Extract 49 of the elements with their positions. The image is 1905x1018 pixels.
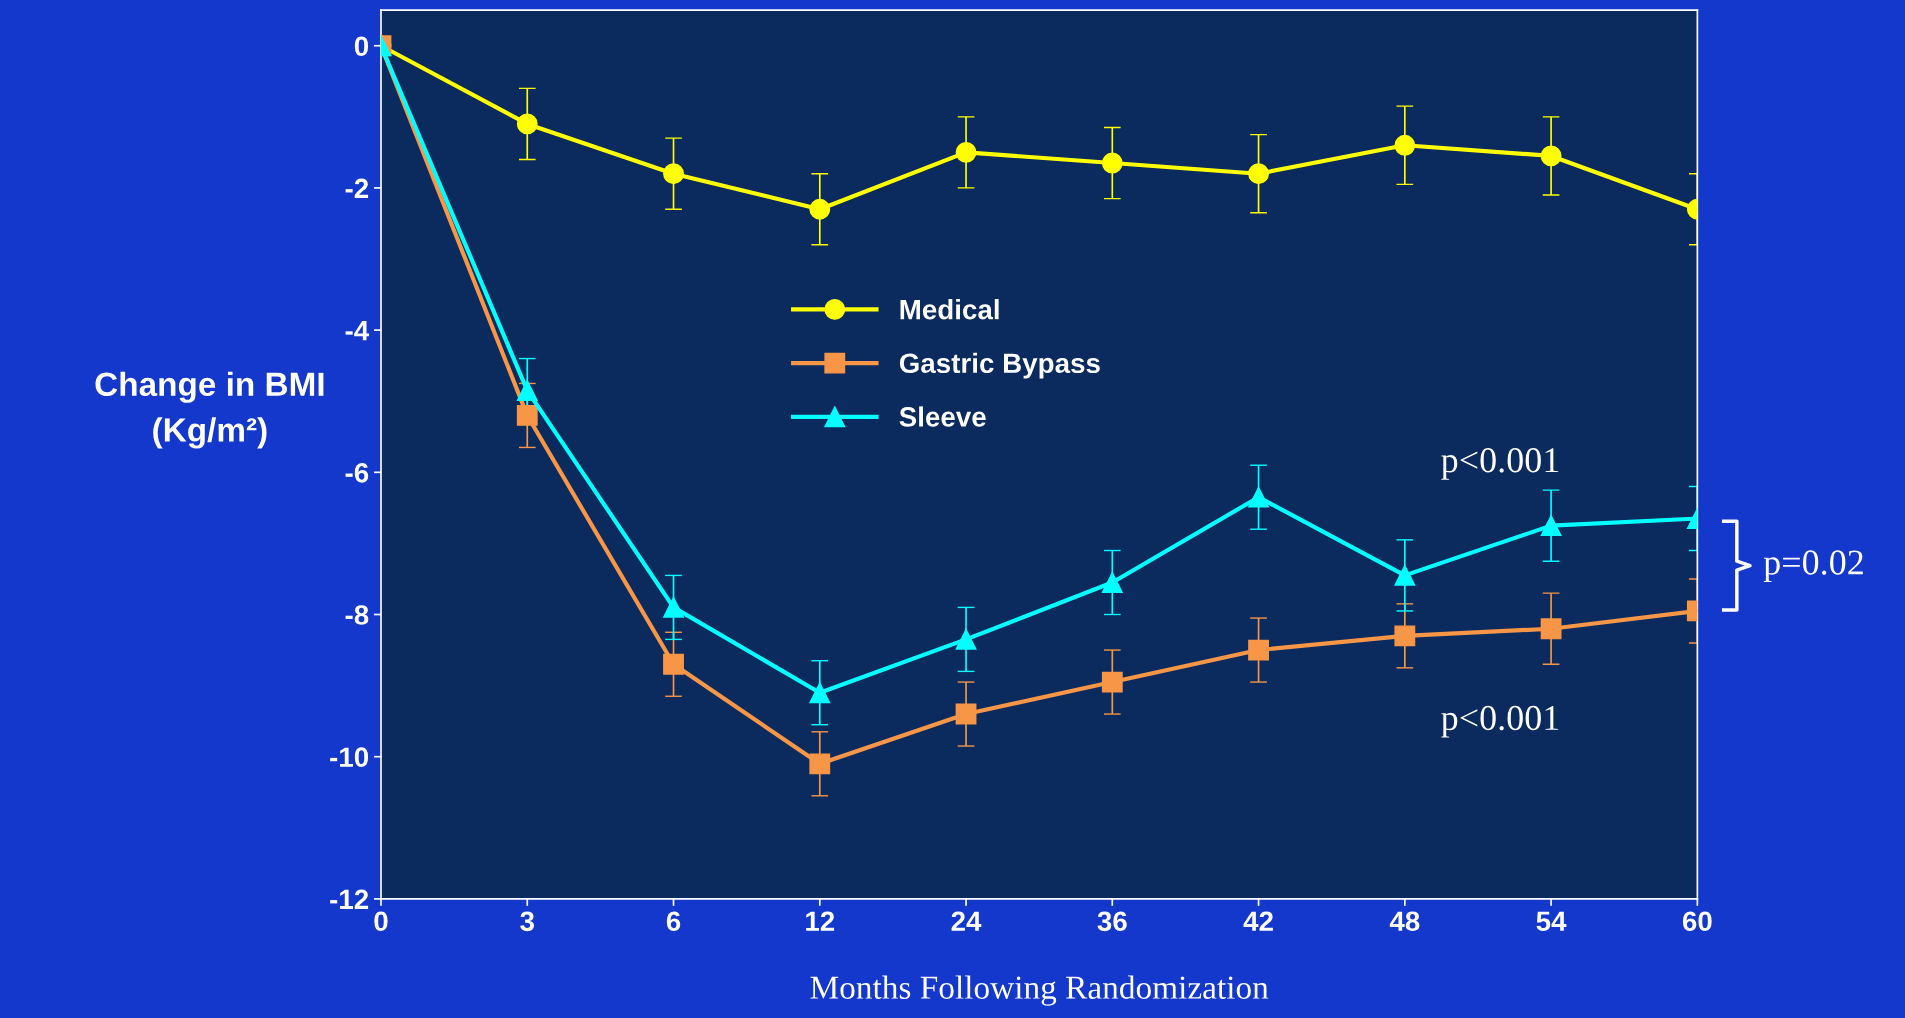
point [1394, 134, 1416, 156]
x-tick-label: 0 [374, 911, 388, 932]
point [809, 198, 831, 220]
point [516, 113, 538, 135]
annotation: p<0.001 [1441, 705, 1559, 738]
point [1248, 486, 1269, 508]
point [809, 682, 831, 704]
point [1101, 671, 1123, 693]
point [663, 163, 684, 185]
point [663, 653, 684, 675]
annotation: p<0.001 [1441, 448, 1559, 480]
x-tick-label: 12 [806, 911, 835, 931]
y-tick-label: -10 [330, 747, 369, 768]
x-tick-label: 36 [1097, 911, 1127, 932]
point [955, 141, 977, 163]
point [955, 628, 977, 650]
y-axis-title: Change in BMI (Kg/m²) [95, 371, 324, 449]
y-tick-label: 0 [354, 36, 369, 57]
point [1540, 145, 1562, 167]
point [1394, 625, 1416, 647]
point [1248, 639, 1269, 661]
x-tick-label: 3 [520, 911, 534, 932]
point [1248, 163, 1269, 185]
y-tick-label: -2 [345, 178, 369, 198]
legend-label: Gastric Bypass [899, 352, 1100, 379]
point [1394, 564, 1416, 586]
y-tick-label: -12 [330, 889, 369, 909]
point [1540, 618, 1562, 640]
text: p=0.02 [1763, 550, 1863, 582]
legend-label: Medical [900, 299, 999, 320]
x-tick-label: 42 [1243, 911, 1273, 931]
point [809, 753, 831, 775]
point [955, 703, 977, 725]
y-tick-label: -8 [345, 605, 369, 625]
x-tick-label: 6 [666, 911, 681, 932]
y-tick-label: -4 [345, 321, 370, 341]
point [1101, 572, 1123, 593]
point [1101, 152, 1123, 174]
x-tick-label: 60 [1682, 911, 1712, 932]
legend-label: Sleeve [899, 406, 986, 427]
x-tick-label: 54 [1536, 911, 1567, 932]
point [663, 596, 684, 618]
point [1540, 515, 1562, 537]
point [516, 405, 538, 426]
y-tick-label: -6 [345, 462, 369, 483]
point [516, 380, 538, 401]
x-axis-title: Months Following Randomization [810, 975, 1269, 1006]
x-tick-label: 24 [951, 911, 982, 931]
x-tick-label: 48 [1389, 911, 1420, 932]
